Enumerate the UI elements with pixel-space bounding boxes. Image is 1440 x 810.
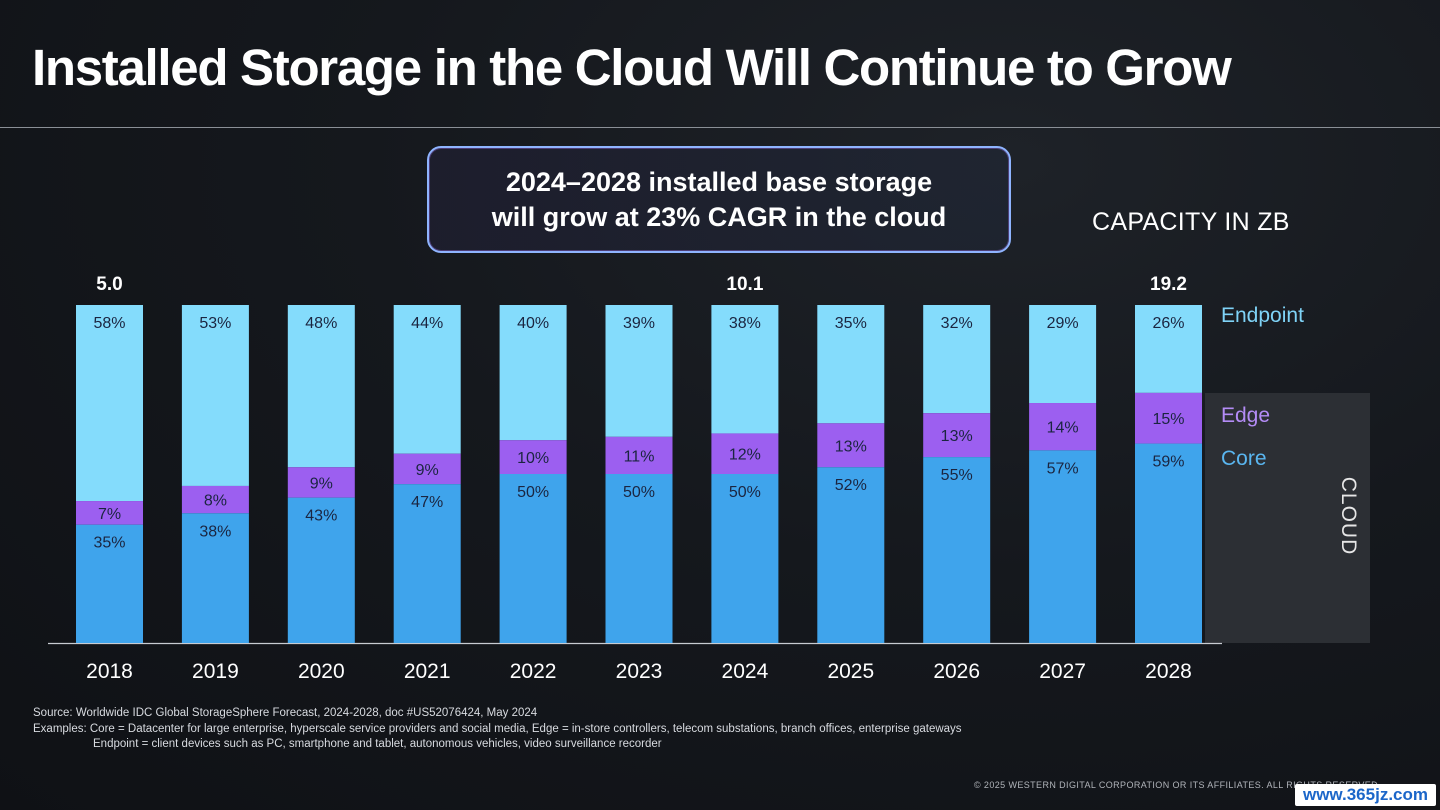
label-core-2022: 50%	[517, 484, 549, 501]
bar-core-2027	[1029, 450, 1097, 643]
label-endpoint-2024: 38%	[729, 315, 761, 332]
examples-line-2: Endpoint = client devices such as PC, sm…	[93, 738, 662, 750]
bar-core-2018	[76, 524, 143, 643]
label-core-2026: 55%	[941, 467, 973, 484]
x-tick-2027: 2027	[1039, 660, 1086, 683]
bar-endpoint-2026	[923, 305, 991, 414]
bar-core-2024	[711, 474, 779, 643]
label-edge-2024: 12%	[729, 447, 761, 464]
total-label-2028: 19.2	[1150, 274, 1187, 295]
x-tick-2020: 2020	[298, 660, 345, 683]
label-endpoint-2019: 53%	[199, 315, 231, 332]
x-tick-2019: 2019	[192, 660, 239, 683]
label-core-2025: 52%	[835, 477, 867, 494]
label-endpoint-2018: 58%	[93, 315, 125, 332]
title-divider	[0, 127, 1440, 128]
source-line: Source: Worldwide IDC Global StorageSphe…	[33, 707, 538, 719]
x-tick-2028: 2028	[1145, 660, 1192, 683]
bar-endpoint-2025	[817, 305, 885, 424]
bar-core-2022	[499, 474, 567, 643]
label-core-2027: 57%	[1047, 460, 1079, 477]
total-label-2024: 10.1	[726, 274, 763, 295]
label-endpoint-2027: 29%	[1047, 315, 1079, 332]
label-edge-2026: 13%	[941, 428, 973, 445]
label-edge-2025: 13%	[835, 438, 867, 455]
bar-edge-2028	[1135, 392, 1202, 444]
label-core-2023: 50%	[623, 484, 655, 501]
slide-title: Installed Storage in the Cloud Will Cont…	[32, 39, 1232, 96]
label-endpoint-2025: 35%	[835, 315, 867, 332]
cloud-region-panel	[1205, 393, 1370, 643]
bar-edge-2019	[181, 485, 249, 514]
label-edge-2022: 10%	[517, 450, 549, 467]
bar-endpoint-2022	[499, 305, 567, 441]
bar-endpoint-2027	[1029, 305, 1097, 404]
bar-edge-2024	[711, 433, 779, 474]
bar-endpoint-2023	[605, 305, 673, 437]
label-edge-2027: 14%	[1047, 420, 1079, 437]
bar-edge-2018	[76, 501, 143, 525]
label-endpoint-2026: 32%	[941, 315, 973, 332]
label-endpoint-2023: 39%	[623, 315, 655, 332]
x-tick-2018: 2018	[86, 660, 133, 683]
label-core-2020: 43%	[305, 508, 337, 525]
bar-core-2026	[923, 457, 991, 643]
label-core-2018: 35%	[93, 535, 125, 552]
copyright-text: © 2025 WESTERN DIGITAL CORPORATION OR IT…	[974, 780, 1381, 790]
cagr-callout-box: 2024–2028 installed base storage will gr…	[427, 146, 1011, 253]
bar-endpoint-2021	[393, 305, 461, 454]
label-endpoint-2028: 26%	[1152, 315, 1184, 332]
callout-line-1: 2024–2028 installed base storage	[505, 166, 933, 197]
label-core-2021: 47%	[411, 494, 443, 511]
bar-core-2020	[287, 497, 355, 643]
label-edge-2023: 11%	[624, 448, 655, 465]
bar-edge-2021	[393, 453, 461, 485]
label-edge-2018: 7%	[98, 506, 121, 523]
bar-core-2023	[605, 474, 673, 643]
examples-line-1: Examples: Core = Datacenter for large en…	[33, 722, 962, 735]
x-tick-2021: 2021	[404, 660, 451, 683]
bar-edge-2022	[499, 440, 567, 474]
source-notes: Source: Worldwide IDC Global StorageSphe…	[33, 706, 962, 753]
bar-edge-2020	[287, 467, 355, 498]
total-label-2018: 5.0	[96, 274, 122, 295]
label-edge-2020: 9%	[310, 475, 333, 492]
x-tick-2025: 2025	[827, 660, 874, 683]
callout-line-2: will grow at 23% CAGR in the cloud	[491, 201, 947, 232]
bar-endpoint-2028	[1135, 305, 1202, 393]
bar-endpoint-2020	[287, 305, 355, 468]
label-core-2019: 38%	[199, 523, 231, 540]
bar-edge-2027	[1029, 403, 1097, 451]
label-endpoint-2022: 40%	[517, 315, 549, 332]
bar-core-2028	[1135, 443, 1202, 643]
bar-core-2025	[817, 467, 885, 643]
bar-edge-2025	[817, 423, 885, 468]
label-edge-2019: 8%	[204, 493, 227, 510]
label-endpoint-2021: 44%	[411, 315, 443, 332]
capacity-label: CAPACITY IN ZB	[1092, 208, 1290, 236]
label-core-2028: 59%	[1152, 454, 1184, 471]
label-edge-2021: 9%	[416, 462, 439, 479]
x-tick-2024: 2024	[722, 660, 769, 683]
site-watermark[interactable]: www.365jz.com	[1294, 784, 1436, 806]
bar-edge-2026	[923, 413, 991, 458]
x-tick-2026: 2026	[933, 660, 980, 683]
label-endpoint-2020: 48%	[305, 315, 337, 332]
label-core-2024: 50%	[729, 484, 761, 501]
bar-endpoint-2024	[711, 305, 779, 434]
legend-endpoint: Endpoint	[1221, 304, 1304, 327]
label-edge-2028: 15%	[1152, 411, 1184, 428]
bar-endpoint-2019	[181, 305, 249, 486]
bar-core-2019	[181, 513, 249, 643]
legend-core: Core	[1221, 447, 1267, 470]
x-tick-2022: 2022	[510, 660, 557, 683]
bar-core-2021	[393, 484, 461, 643]
bar-edge-2023	[605, 436, 673, 474]
x-tick-2023: 2023	[616, 660, 663, 683]
bar-endpoint-2018	[76, 305, 143, 502]
legend-edge: Edge	[1221, 404, 1271, 427]
